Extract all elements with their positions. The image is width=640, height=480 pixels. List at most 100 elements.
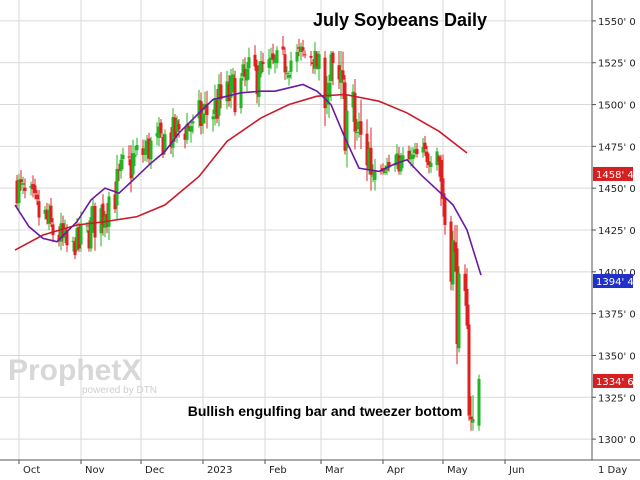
y-tick-label: 1550' 0 (598, 17, 636, 28)
candle-body (147, 138, 151, 159)
candle-body (469, 416, 473, 420)
candle-body (339, 70, 343, 83)
candle-body (439, 160, 443, 182)
x-tick-label: May (447, 465, 468, 476)
candle-body (313, 51, 317, 69)
candle-body (409, 154, 413, 160)
interval-label[interactable]: 1 Day (598, 465, 627, 476)
candle-body (201, 113, 205, 124)
candle-body (177, 124, 181, 130)
price-tag (593, 166, 633, 181)
candle-body (465, 288, 469, 326)
candle-body (427, 161, 431, 166)
candle-body (301, 47, 305, 51)
watermark-byline: powered by DTN (82, 385, 157, 396)
candle-body (29, 185, 33, 188)
candle-body (85, 225, 89, 227)
candle-body (19, 179, 23, 183)
y-tick-label: 1525' 0 (598, 59, 636, 70)
candle-body (353, 92, 357, 132)
candle-body (357, 121, 361, 130)
candle-body (149, 140, 153, 160)
candle-body (337, 65, 341, 80)
y-tick-label: 1475' 0 (598, 142, 636, 153)
candle-body (281, 46, 285, 50)
candle-body (197, 100, 201, 119)
candle-body (77, 227, 81, 249)
candle-body (127, 156, 131, 158)
candle-body (331, 52, 335, 64)
candle-body (61, 223, 65, 237)
candle-body (183, 133, 187, 140)
candle-body (295, 51, 299, 62)
y-tick-label: 1350' 0 (598, 351, 636, 362)
y-tick-label: 1325' 0 (598, 393, 636, 404)
candle-body (241, 64, 245, 77)
candle-body (113, 194, 117, 210)
candle-body (65, 230, 69, 246)
candle-body (161, 137, 165, 155)
candle-body (49, 205, 53, 223)
candle-body (45, 209, 49, 220)
candle-body (373, 171, 377, 180)
candle-body (259, 61, 263, 74)
candle-body (87, 230, 91, 249)
candle-body (287, 74, 291, 78)
candle-body (425, 151, 429, 163)
candle-body (443, 197, 447, 225)
candle-body (205, 104, 209, 115)
y-tick-label: 1500' 0 (598, 101, 636, 112)
x-tick-label: Oct (23, 465, 40, 476)
candle-body (463, 273, 467, 292)
candle-body (283, 54, 287, 73)
candle-body (329, 54, 333, 82)
candle-body (71, 240, 75, 242)
chart-annotation: Bullish engulfing bar and tweezer bottom (188, 403, 463, 419)
candle-body (423, 142, 427, 150)
candle-body (435, 151, 439, 166)
candle-body (315, 53, 319, 67)
candle-body (175, 120, 179, 132)
y-tick-label: 1425' 0 (598, 226, 636, 237)
ma-short-line (14, 83, 482, 276)
candle-body (219, 84, 223, 100)
candle-body (187, 126, 191, 128)
candle-body (327, 82, 331, 98)
candle-body (275, 50, 279, 64)
candle-body (91, 205, 95, 220)
candle-body (365, 133, 369, 166)
candle-body (141, 148, 145, 155)
candle-body (199, 101, 203, 126)
candle-body (401, 155, 405, 161)
candle-body (411, 154, 415, 159)
y-tick-label: 1450' 0 (598, 184, 636, 195)
candle-body (269, 57, 273, 60)
candle-body (51, 224, 55, 236)
gridlines (0, 0, 592, 460)
candle-body (453, 242, 457, 252)
candle-body (231, 74, 235, 80)
x-tick-label: 2023 (207, 465, 232, 476)
candle-body (429, 163, 433, 167)
candle-body (395, 153, 399, 166)
x-tick-label: Apr (387, 465, 405, 476)
prophetx-watermark: ProphetX powered by DTN (8, 354, 157, 396)
candle-body (227, 84, 231, 101)
price-tags: 1458' 4 1394' 4 1334' 6 (593, 166, 634, 388)
candle-body (143, 149, 147, 155)
candle-body (387, 161, 391, 168)
y-tick-label: 1300' 0 (598, 435, 636, 446)
candle-body (297, 47, 301, 49)
candle-body (37, 201, 41, 218)
candle-body (35, 194, 39, 200)
candle-body (311, 62, 315, 65)
x-axis: Oct Nov Dec 2023 Feb Mar Apr May Jun (18, 460, 525, 476)
candle-body (73, 241, 77, 256)
candle-body (75, 228, 79, 251)
candle-body (159, 122, 163, 134)
candle-body (303, 54, 307, 56)
candle-body (155, 133, 159, 137)
candle-body (89, 217, 93, 249)
candle-body (367, 149, 371, 169)
